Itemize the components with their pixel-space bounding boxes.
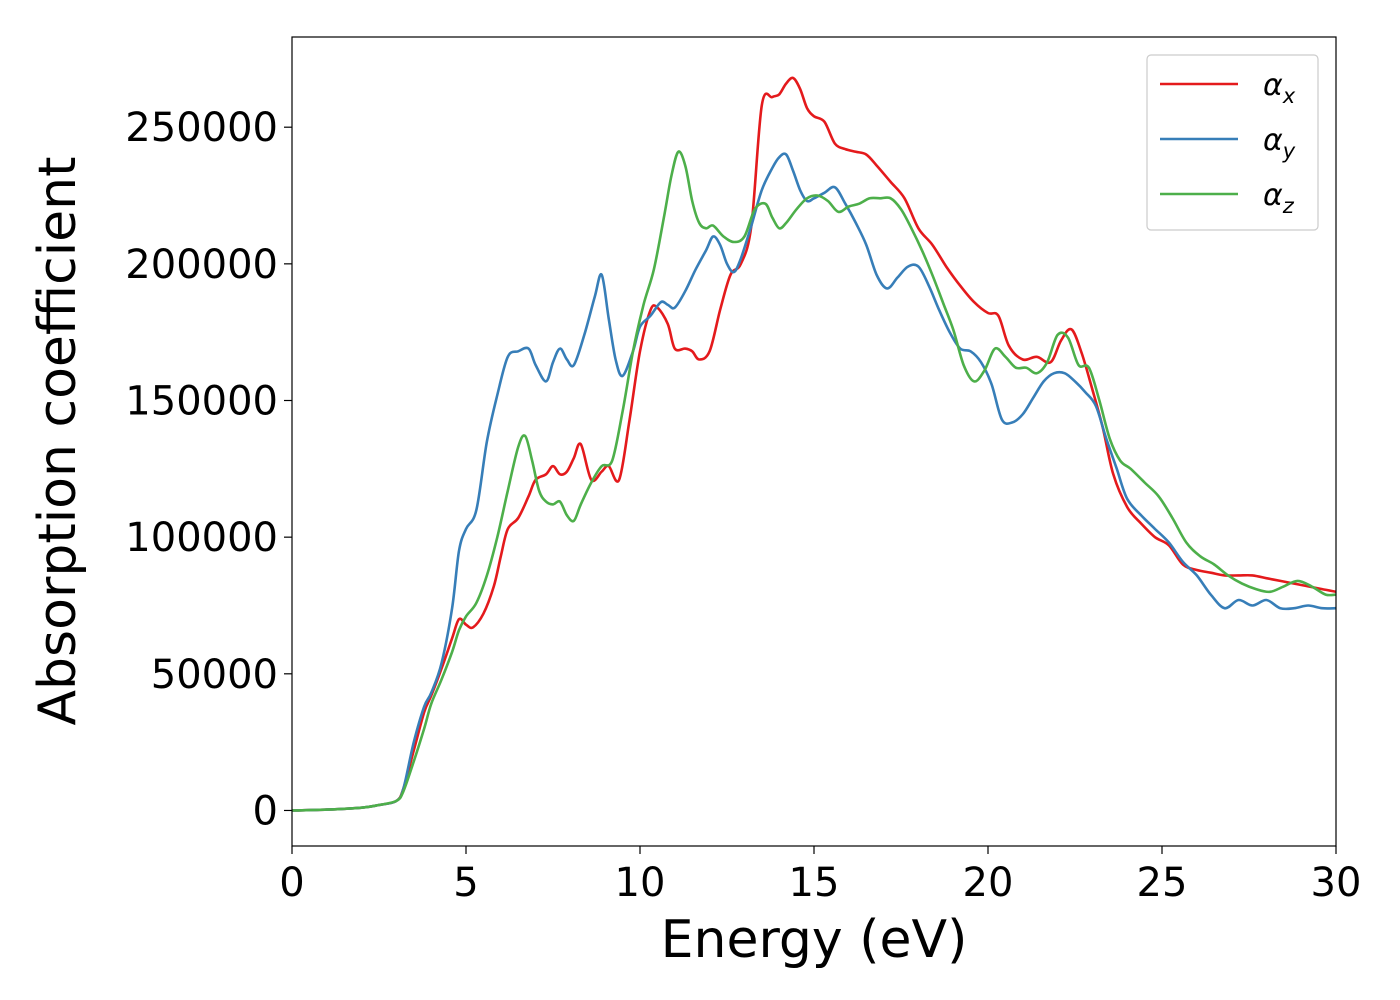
x-tick-label: 25 [1137, 860, 1188, 906]
x-tick-label: 20 [963, 860, 1014, 906]
y-axis-ticks: 0 50000 100000 150000 200000 250000 [125, 105, 292, 834]
x-tick-label: 10 [615, 860, 666, 906]
x-tick-label: 30 [1311, 860, 1362, 906]
series-line-alpha-y [292, 152, 1336, 812]
legend-label-alpha-z: αz [1263, 178, 1295, 218]
x-tick-label: 0 [279, 860, 304, 906]
legend: αx αy αz [1146, 54, 1319, 231]
x-tick-label: 15 [789, 860, 840, 906]
y-tick-label: 0 [253, 788, 278, 834]
x-tick-label: 5 [453, 860, 478, 906]
y-tick-label: 200000 [125, 242, 278, 288]
legend-label-alpha-x: αx [1263, 68, 1296, 108]
y-tick-label: 150000 [125, 379, 278, 425]
y-tick-label: 50000 [151, 652, 278, 698]
series-line-alpha-z [292, 150, 1336, 812]
legend-box [1146, 54, 1319, 231]
y-tick-label: 250000 [125, 105, 278, 151]
series-layer [292, 76, 1336, 812]
x-axis-ticks: 0 5 10 15 20 25 30 [279, 846, 1361, 906]
y-tick-label: 100000 [125, 515, 278, 561]
x-axis-title: Energy (eV) [661, 910, 968, 970]
series-line-alpha-x [292, 76, 1336, 812]
y-axis-title: Absorption coefficient [28, 156, 88, 725]
legend-label-alpha-y: αy [1263, 123, 1296, 163]
